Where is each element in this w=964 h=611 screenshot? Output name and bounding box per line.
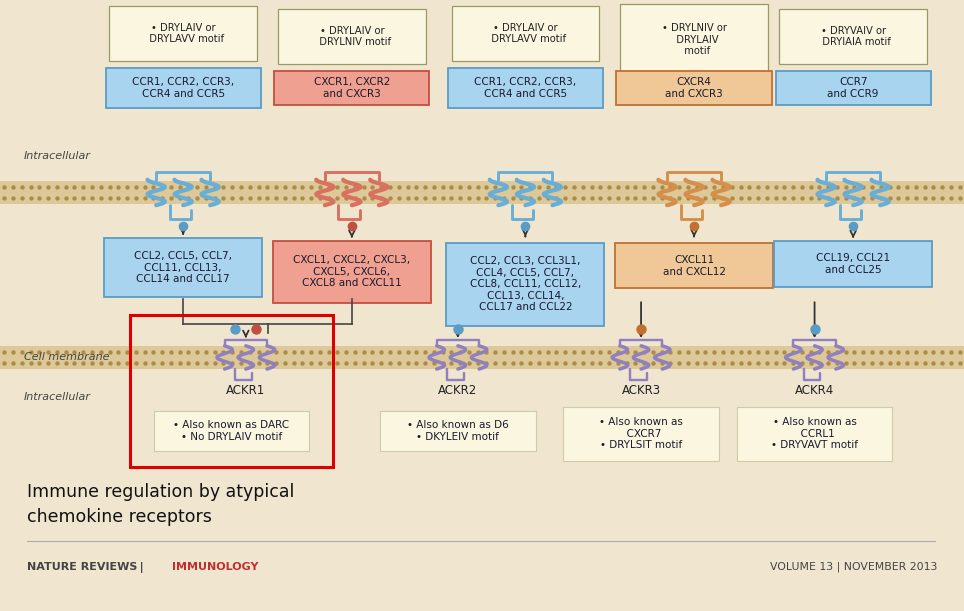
Bar: [130, 315, 333, 467]
FancyBboxPatch shape: [278, 9, 426, 64]
Text: • DRYLNIV or
  DRYLAIV
  motif: • DRYLNIV or DRYLAIV motif: [661, 23, 727, 56]
FancyBboxPatch shape: [736, 407, 893, 461]
Text: CXCL11
and CXCL12: CXCL11 and CXCL12: [662, 255, 726, 277]
Text: • Also known as DARC
• No DRYLAIV motif: • Also known as DARC • No DRYLAIV motif: [174, 420, 289, 442]
FancyBboxPatch shape: [273, 241, 431, 302]
FancyBboxPatch shape: [615, 243, 773, 288]
Text: IMMUNOLOGY: IMMUNOLOGY: [172, 562, 258, 572]
Text: • Also known as
  CXCR7
• DRYLSIT motif: • Also known as CXCR7 • DRYLSIT motif: [599, 417, 683, 450]
Text: • DRYLAIV or
  DRYLNIV motif: • DRYLAIV or DRYLNIV motif: [312, 26, 391, 48]
Text: CCL2, CCL5, CCL7,
CCL11, CCL13,
CCL14 and CCL17: CCL2, CCL5, CCL7, CCL11, CCL13, CCL14 an…: [134, 251, 232, 284]
Text: CCR7
and CCR9: CCR7 and CCR9: [827, 77, 879, 99]
Text: VOLUME 13 | NOVEMBER 2013: VOLUME 13 | NOVEMBER 2013: [769, 562, 937, 573]
Text: Immune regulation by atypical
chemokine receptors: Immune regulation by atypical chemokine …: [27, 483, 294, 525]
FancyBboxPatch shape: [106, 68, 260, 108]
Text: • DRYVAIV or
  DRYIAIA motif: • DRYVAIV or DRYIAIA motif: [816, 26, 891, 48]
FancyBboxPatch shape: [779, 9, 927, 64]
FancyBboxPatch shape: [274, 71, 430, 105]
FancyBboxPatch shape: [617, 71, 771, 105]
FancyBboxPatch shape: [451, 6, 600, 61]
Text: ACKR2: ACKR2: [439, 384, 477, 397]
FancyBboxPatch shape: [110, 6, 256, 61]
FancyBboxPatch shape: [447, 68, 603, 108]
Bar: [0, 346, 964, 369]
Text: CCR1, CCR2, CCR3,
CCR4 and CCR5: CCR1, CCR2, CCR3, CCR4 and CCR5: [474, 77, 576, 99]
Text: ACKR4: ACKR4: [795, 384, 834, 397]
FancyBboxPatch shape: [104, 238, 262, 297]
Text: • DRYLAIV or
  DRYLAVV motif: • DRYLAIV or DRYLAVV motif: [143, 23, 224, 45]
Text: • Also known as
  CCRL1
• DRYVAVT motif: • Also known as CCRL1 • DRYVAVT motif: [771, 417, 858, 450]
FancyBboxPatch shape: [621, 4, 767, 76]
Text: Cell membrane: Cell membrane: [24, 353, 110, 362]
FancyBboxPatch shape: [774, 241, 932, 287]
Text: CCR1, CCR2, CCR3,
CCR4 and CCR5: CCR1, CCR2, CCR3, CCR4 and CCR5: [132, 77, 234, 99]
Text: • Also known as D6
• DKYLEIV motif: • Also known as D6 • DKYLEIV motif: [407, 420, 509, 442]
Text: CCL19, CCL21
and CCL25: CCL19, CCL21 and CCL25: [817, 253, 890, 275]
Text: CXCL1, CXCL2, CXCL3,
CXCL5, CXCL6,
CXCL8 and CXCL11: CXCL1, CXCL2, CXCL3, CXCL5, CXCL6, CXCL8…: [293, 255, 411, 288]
Bar: [0, 181, 964, 204]
Text: NATURE REVIEWS |: NATURE REVIEWS |: [27, 562, 146, 573]
FancyBboxPatch shape: [563, 407, 719, 461]
Text: ACKR3: ACKR3: [622, 384, 660, 397]
Text: CXCR4
and CXCR3: CXCR4 and CXCR3: [665, 77, 723, 99]
Text: Intracellular: Intracellular: [24, 151, 92, 161]
FancyBboxPatch shape: [446, 243, 604, 326]
Text: • DRYLAIV or
  DRYLAVV motif: • DRYLAIV or DRYLAVV motif: [485, 23, 566, 45]
Text: Intracellular: Intracellular: [24, 392, 92, 402]
FancyBboxPatch shape: [775, 71, 931, 105]
Text: ACKR1: ACKR1: [227, 384, 265, 397]
FancyBboxPatch shape: [380, 411, 536, 451]
FancyBboxPatch shape: [153, 411, 308, 451]
Text: CCL2, CCL3, CCL3L1,
CCL4, CCL5, CCL7,
CCL8, CCL11, CCL12,
CCL13, CCL14,
CCL17 an: CCL2, CCL3, CCL3L1, CCL4, CCL5, CCL7, CC…: [469, 256, 581, 312]
Text: CXCR1, CXCR2
and CXCR3: CXCR1, CXCR2 and CXCR3: [313, 77, 390, 99]
